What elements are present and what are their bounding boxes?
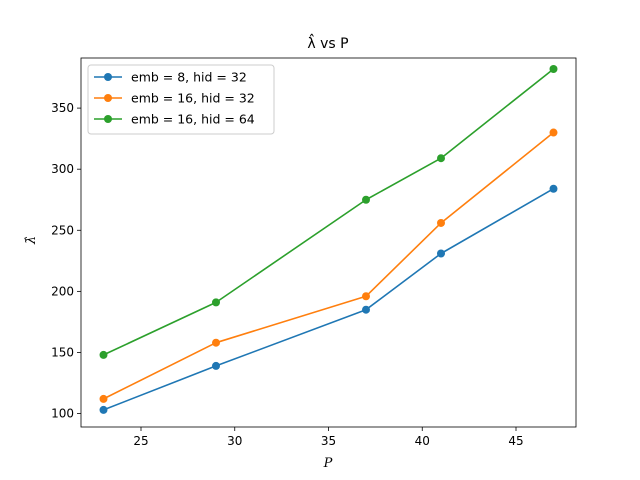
data-point xyxy=(212,298,220,307)
y-axis: 100 150 200 250 300 350 xyxy=(51,101,81,421)
legend-box xyxy=(87,64,275,135)
y-tick-label: 300 xyxy=(51,162,74,176)
data-point xyxy=(549,64,558,73)
y-tick-label: 150 xyxy=(51,345,74,359)
data-point xyxy=(362,195,370,204)
series-line-1 xyxy=(103,188,554,411)
x-tick-label: 35 xyxy=(321,434,336,448)
data-point xyxy=(99,394,108,403)
data-point xyxy=(437,154,445,163)
legend-label: emb = 8, hid = 32 xyxy=(131,70,247,85)
legend: emb = 8, hid = 32 emb = 16, hid = 32 emb =… xyxy=(87,64,275,135)
data-point xyxy=(362,305,370,314)
data-point xyxy=(437,249,445,258)
data-point xyxy=(99,405,108,414)
data-point xyxy=(99,350,108,359)
x-tick-label: 30 xyxy=(227,434,242,448)
y-tick-label: 350 xyxy=(51,101,74,115)
y-tick-label: 250 xyxy=(51,223,74,237)
data-point xyxy=(437,218,445,227)
x-tick-label: 40 xyxy=(415,434,430,448)
chart-title: λ̂ vs P xyxy=(307,33,348,52)
data-point xyxy=(212,361,220,370)
x-axis: 25 30 35 40 45 xyxy=(133,427,524,448)
y-tick-label: 100 xyxy=(51,407,74,421)
legend-label: emb = 16, hid = 64 xyxy=(131,112,255,127)
legend-marker xyxy=(104,73,112,81)
legend-marker xyxy=(104,115,112,123)
y-tick-label: 200 xyxy=(51,284,74,298)
x-tick-label: 25 xyxy=(133,434,148,448)
data-point xyxy=(362,292,370,301)
x-tick-label: 45 xyxy=(508,434,523,448)
data-point xyxy=(212,338,220,347)
series-layer xyxy=(99,64,558,414)
legend-label: emb = 16, hid = 32 xyxy=(131,91,255,106)
legend-marker xyxy=(104,94,112,102)
series-line-2 xyxy=(103,131,555,400)
y-axis-label: λ̂ xyxy=(24,236,39,245)
x-axis-label: P xyxy=(323,456,333,471)
data-point xyxy=(549,128,558,137)
data-point xyxy=(549,184,558,193)
